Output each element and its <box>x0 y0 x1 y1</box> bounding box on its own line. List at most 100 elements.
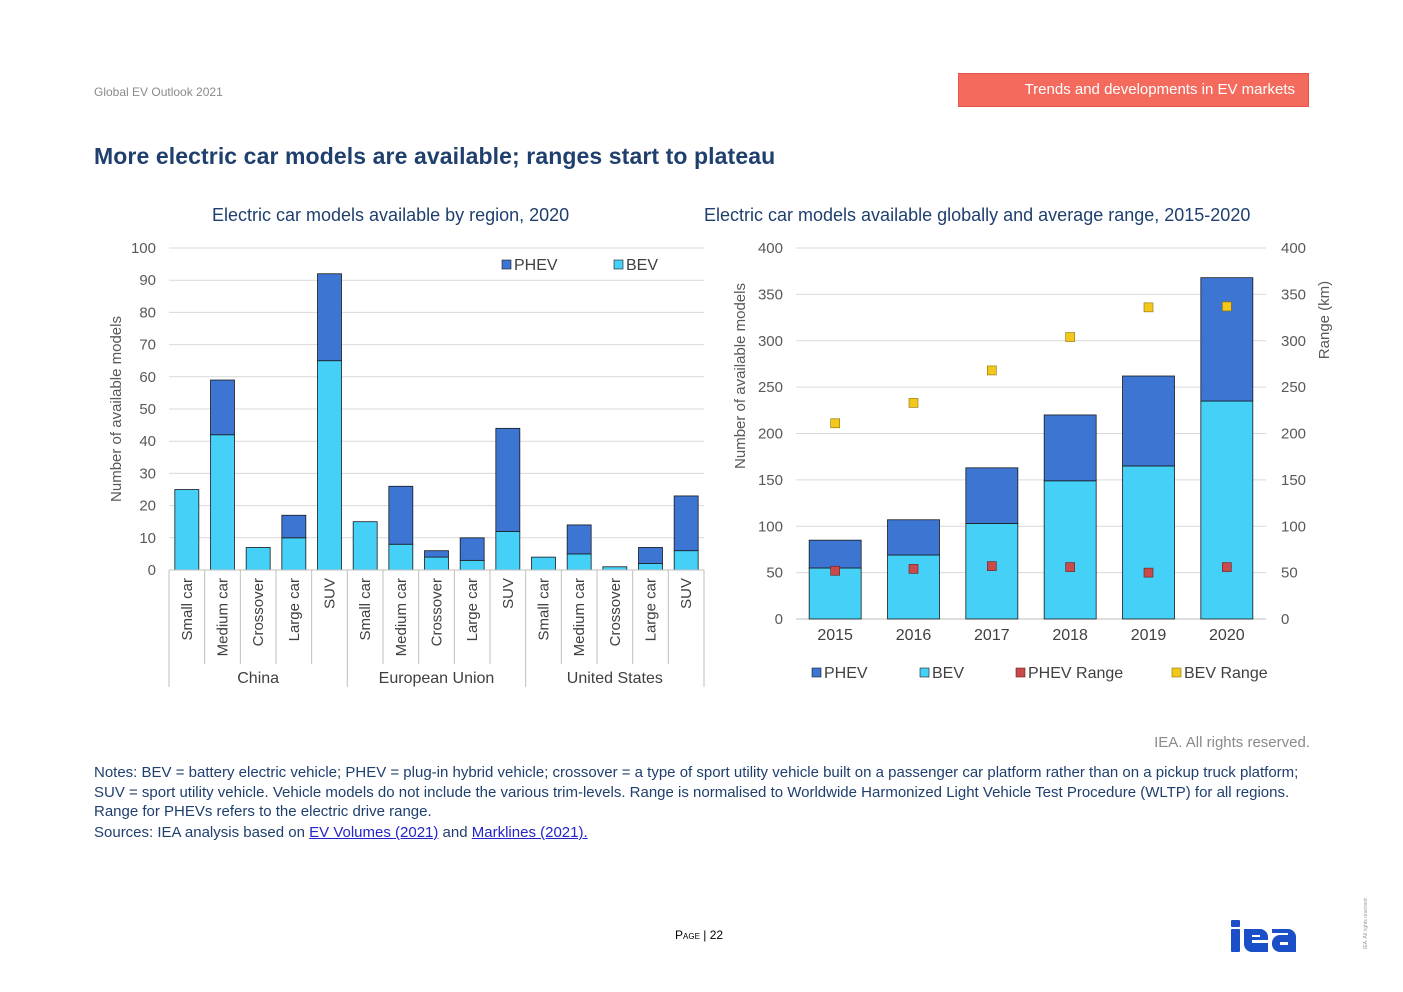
bar-bev <box>673 550 699 571</box>
chart1-title: Electric car models available by region,… <box>212 205 570 225</box>
vertical-rights-notice: IEA. All rights reserved. <box>1363 897 1369 949</box>
legend-label-phev: PHEV <box>514 257 558 274</box>
y-tick-label-left: 50 <box>766 565 783 582</box>
marker-phev-range <box>1065 562 1075 572</box>
page-separator: | <box>699 928 710 942</box>
bar-phev <box>566 524 592 555</box>
bar-phev <box>281 514 307 539</box>
y-tick-label-left: 350 <box>758 286 783 303</box>
x-tick-label: Crossover <box>607 578 624 646</box>
y-tick-label: 90 <box>139 272 156 289</box>
group-label: European Union <box>379 670 495 687</box>
bar-bev <box>424 556 449 571</box>
x-tick-label: Medium car <box>393 578 410 656</box>
bar-bev <box>1200 400 1254 620</box>
y-axis-title-right: Range (km) <box>1316 281 1333 359</box>
marker-phev-range <box>830 565 840 576</box>
legend-swatch-phev <box>501 259 512 270</box>
chart-global-models-range: 0 0 50 50 100 100 150 150 200 200 250 250 300 300 350 3… <box>732 240 1333 682</box>
bar-bev <box>1122 465 1175 620</box>
legend-label-phev: PHEV <box>824 665 868 682</box>
x-tick-label: Crossover <box>250 578 267 646</box>
marker-phev-range <box>1222 562 1232 572</box>
bar-bev <box>352 521 378 571</box>
x-tick-label: Small car <box>536 578 553 641</box>
x-tick-label: 2017 <box>974 627 1010 644</box>
y-tick-label-right: 300 <box>1281 333 1306 350</box>
bar-phev <box>495 427 521 532</box>
y-tick-label-left: 300 <box>758 333 783 350</box>
bar-phev <box>388 485 414 545</box>
bar-phev <box>808 539 862 569</box>
chart-region-models: 0 10 20 30 40 50 60 70 80 90 100 Number of availabl… <box>108 240 705 687</box>
marker-bev-range <box>830 418 840 429</box>
bar-phev <box>638 547 663 564</box>
legend-swatch-phev-range <box>1015 667 1026 678</box>
bar-bev <box>638 563 663 571</box>
marker-phev-range <box>908 564 919 574</box>
x-tick-label: Medium car <box>215 578 232 656</box>
y-tick-label: 20 <box>139 498 156 515</box>
page-number-value: 22 <box>709 928 724 942</box>
y-tick-label: 100 <box>131 240 156 257</box>
x-tick-label: 2018 <box>1052 627 1088 644</box>
y-tick-label-left: 0 <box>775 611 783 628</box>
y-tick-label-right: 100 <box>1281 518 1306 535</box>
y-tick-label-right: 200 <box>1281 426 1306 443</box>
bar-phev <box>887 519 940 556</box>
bar-phev <box>210 379 235 436</box>
bar-bev <box>965 523 1019 620</box>
bar-bev <box>210 434 235 571</box>
marker-bev-range <box>1222 301 1232 312</box>
legend-label-bev-range: BEV Range <box>1184 665 1268 682</box>
chart2-title: Electric car models available globally a… <box>704 205 1251 225</box>
y-tick-label-right: 0 <box>1281 611 1289 628</box>
marker-phev-range <box>987 561 997 571</box>
group-label: China <box>237 670 279 687</box>
x-tick-label: Large car <box>286 578 303 641</box>
source-link-ev-volumes[interactable]: EV Volumes (2021) <box>309 824 439 841</box>
bar-phev <box>424 550 449 558</box>
bar-bev <box>808 567 862 620</box>
page-label: Page <box>675 928 700 942</box>
y-tick-label-left: 150 <box>758 472 783 489</box>
y-tick-label-right: 50 <box>1281 565 1298 582</box>
y-tick-label-left: 400 <box>758 240 783 257</box>
x-tick-label: Small car <box>179 578 196 641</box>
y-tick-label-right: 250 <box>1281 379 1306 396</box>
source-link-marklines[interactable]: Marklines (2021). <box>471 824 588 841</box>
bar-bev <box>281 537 307 571</box>
sources-and: and <box>438 824 472 841</box>
bar-phev <box>965 467 1019 524</box>
marker-bev-range <box>987 365 997 376</box>
y-tick-label-left: 100 <box>758 518 783 535</box>
x-tick-label: Large car <box>464 578 481 641</box>
marker-bev-range <box>1065 332 1075 342</box>
bar-bev <box>317 360 342 571</box>
legend-swatch-phev <box>811 667 822 678</box>
x-tick-label: SUV <box>678 578 695 609</box>
y-tick-label: 80 <box>139 304 156 321</box>
section-tag[interactable]: Trends and developments in EV markets <box>958 73 1309 107</box>
group-label: United States <box>567 670 663 687</box>
y-axis-title: Number of available models <box>108 316 125 502</box>
x-tick-label: 2019 <box>1131 627 1167 644</box>
x-tick-label: 2020 <box>1209 627 1245 644</box>
y-tick-label: 10 <box>139 530 156 547</box>
x-tick-label: SUV <box>322 578 339 609</box>
legend-label-phev-range: PHEV Range <box>1028 665 1123 682</box>
bar-bev <box>495 530 521 571</box>
y-tick-label-right: 350 <box>1281 286 1306 303</box>
marker-bev-range <box>1143 302 1154 313</box>
legend-swatch-bev <box>919 667 930 678</box>
page-number: Page | 22 <box>675 928 723 942</box>
x-tick-label: Medium car <box>571 578 588 656</box>
y-tick-label-left: 200 <box>758 426 783 443</box>
bar-phev <box>673 495 699 552</box>
x-tick-label: 2015 <box>817 627 853 644</box>
sources: Sources: IEA analysis based on EV Volume… <box>94 824 588 841</box>
bar-bev <box>388 543 414 571</box>
bar-bev <box>566 553 592 571</box>
x-tick-label: Crossover <box>429 578 446 646</box>
y-tick-label: 0 <box>148 562 156 579</box>
